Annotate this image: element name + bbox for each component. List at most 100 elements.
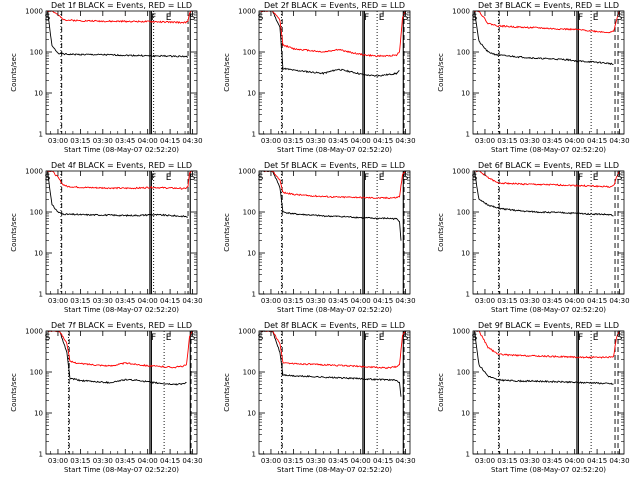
y-tick-label: 100: [30, 369, 43, 377]
chart-title: Det 3f BLACK = Events, RED = LLD: [478, 1, 619, 10]
marker-s: S: [190, 13, 196, 23]
marker-f: F: [364, 333, 369, 343]
marker-f: F: [151, 173, 156, 183]
series-events-line: [260, 11, 400, 77]
x-tick-label: 04:00: [138, 457, 158, 465]
y-tick-label: 1000: [452, 328, 470, 336]
y-tick-label: 1000: [452, 168, 470, 176]
y-axis-label: Counts/sec: [437, 53, 445, 92]
marker-e: E: [593, 13, 599, 23]
x-tick-label: 03:30: [520, 457, 540, 465]
y-tick-label: 100: [457, 49, 470, 57]
series-lld-line: [47, 171, 193, 190]
x-tick-label: 04:30: [182, 457, 202, 465]
x-tick-label: 03:00: [261, 457, 281, 465]
x-tick-label: 04:15: [587, 297, 607, 305]
y-axis-label: Counts/sec: [223, 53, 231, 92]
y-tick-label: 100: [243, 369, 256, 377]
x-tick-label: 04:30: [182, 137, 202, 145]
plot-frame: [258, 170, 411, 295]
plot-frame: [472, 330, 625, 455]
x-tick-label: 03:00: [475, 137, 495, 145]
marker-e: E: [166, 13, 172, 23]
chart-title: Det 5f BLACK = Events, RED = LLD: [264, 161, 405, 170]
x-axis-label: Start Time (08-May-07 02:52:20): [277, 306, 392, 314]
x-axis-label: Start Time (08-May-07 02:52:20): [277, 466, 392, 474]
x-tick-label: 03:45: [328, 137, 348, 145]
x-tick-label: 03:15: [283, 297, 303, 305]
data-layer: [474, 11, 620, 134]
y-tick-label: 100: [30, 49, 43, 57]
plot-frame: [45, 170, 198, 295]
plot-frame: [45, 330, 198, 455]
y-tick-label: 1: [466, 131, 470, 139]
marker-s: S: [258, 333, 264, 343]
y-tick-label: 100: [243, 209, 256, 217]
x-tick-label: 04:00: [565, 297, 585, 305]
x-tick-label: 04:00: [351, 137, 371, 145]
x-tick-label: 04:15: [587, 137, 607, 145]
x-tick-label: 04:30: [395, 457, 415, 465]
data-layer: [47, 11, 193, 134]
chart-title: Det 1f BLACK = Events, RED = LLD: [51, 1, 192, 10]
x-tick-label: 04:15: [373, 297, 393, 305]
y-tick-label: 100: [457, 209, 470, 217]
y-tick-label: 1: [39, 131, 43, 139]
chart-panel-3: Det 3f BLACK = Events, RED = LLD 1 10 100 10…: [437, 1, 630, 154]
marker-e: E: [166, 173, 172, 183]
y-tick-label: 10: [461, 410, 470, 418]
plot-frame: [472, 10, 625, 135]
marker-s: S: [403, 13, 409, 23]
y-tick-label: 10: [247, 90, 256, 98]
x-tick-label: 04:15: [373, 457, 393, 465]
x-tick-label: 03:00: [48, 457, 68, 465]
marker-s: S: [472, 333, 478, 343]
chart-panel-2: Det 2f BLACK = Events, RED = LLD 1 10 100 10…: [223, 1, 416, 154]
x-tick-label: 03:15: [497, 137, 517, 145]
series-lld-line: [474, 171, 620, 188]
x-tick-label: 03:30: [306, 137, 326, 145]
marker-s: S: [190, 173, 196, 183]
y-axis-label: Counts/sec: [437, 213, 445, 252]
y-tick-label: 1: [252, 291, 256, 299]
x-tick-label: 03:00: [475, 457, 495, 465]
x-tick-label: 03:15: [497, 457, 517, 465]
marker-f: F: [578, 333, 583, 343]
data-layer: [260, 11, 406, 134]
data-layer: [47, 171, 193, 294]
chart-panel-1: Det 1f BLACK = Events, RED = LLD 1 10 100 10…: [10, 1, 203, 154]
series-lld-line: [47, 331, 193, 369]
marker-s: S: [45, 173, 51, 183]
series-events-line: [47, 171, 189, 218]
x-tick-label: 04:15: [587, 457, 607, 465]
x-tick-label: 03:45: [542, 137, 562, 145]
marker-f: F: [578, 173, 583, 183]
y-tick-label: 10: [34, 90, 43, 98]
x-tick-label: 03:45: [115, 137, 135, 145]
x-tick-label: 04:30: [609, 297, 629, 305]
x-tick-label: 03:45: [328, 297, 348, 305]
chart-title: Det 9f BLACK = Events, RED = LLD: [478, 321, 619, 330]
x-axis-label: Start Time (08-May-07 02:52:20): [64, 146, 179, 154]
y-axis-label: Counts/sec: [437, 373, 445, 412]
data-layer: [260, 331, 406, 454]
x-axis-label: Start Time (08-May-07 02:52:20): [277, 146, 392, 154]
plot-frame: [258, 10, 411, 135]
x-tick-label: 04:15: [160, 457, 180, 465]
marker-e: E: [166, 333, 172, 343]
x-tick-label: 04:30: [609, 457, 629, 465]
y-axis-label: Counts/sec: [10, 53, 18, 92]
x-tick-label: 03:00: [261, 297, 281, 305]
marker-s: S: [258, 173, 264, 183]
data-layer: [47, 331, 193, 454]
x-axis-label: Start Time (08-May-07 02:52:20): [64, 306, 179, 314]
x-tick-label: 03:30: [520, 297, 540, 305]
plot-frame: [472, 170, 625, 295]
x-tick-label: 03:30: [93, 457, 113, 465]
y-tick-label: 1000: [238, 8, 256, 16]
y-tick-label: 10: [461, 90, 470, 98]
marker-e: E: [593, 333, 599, 343]
x-tick-label: 04:15: [160, 137, 180, 145]
series-lld-line: [474, 11, 620, 34]
